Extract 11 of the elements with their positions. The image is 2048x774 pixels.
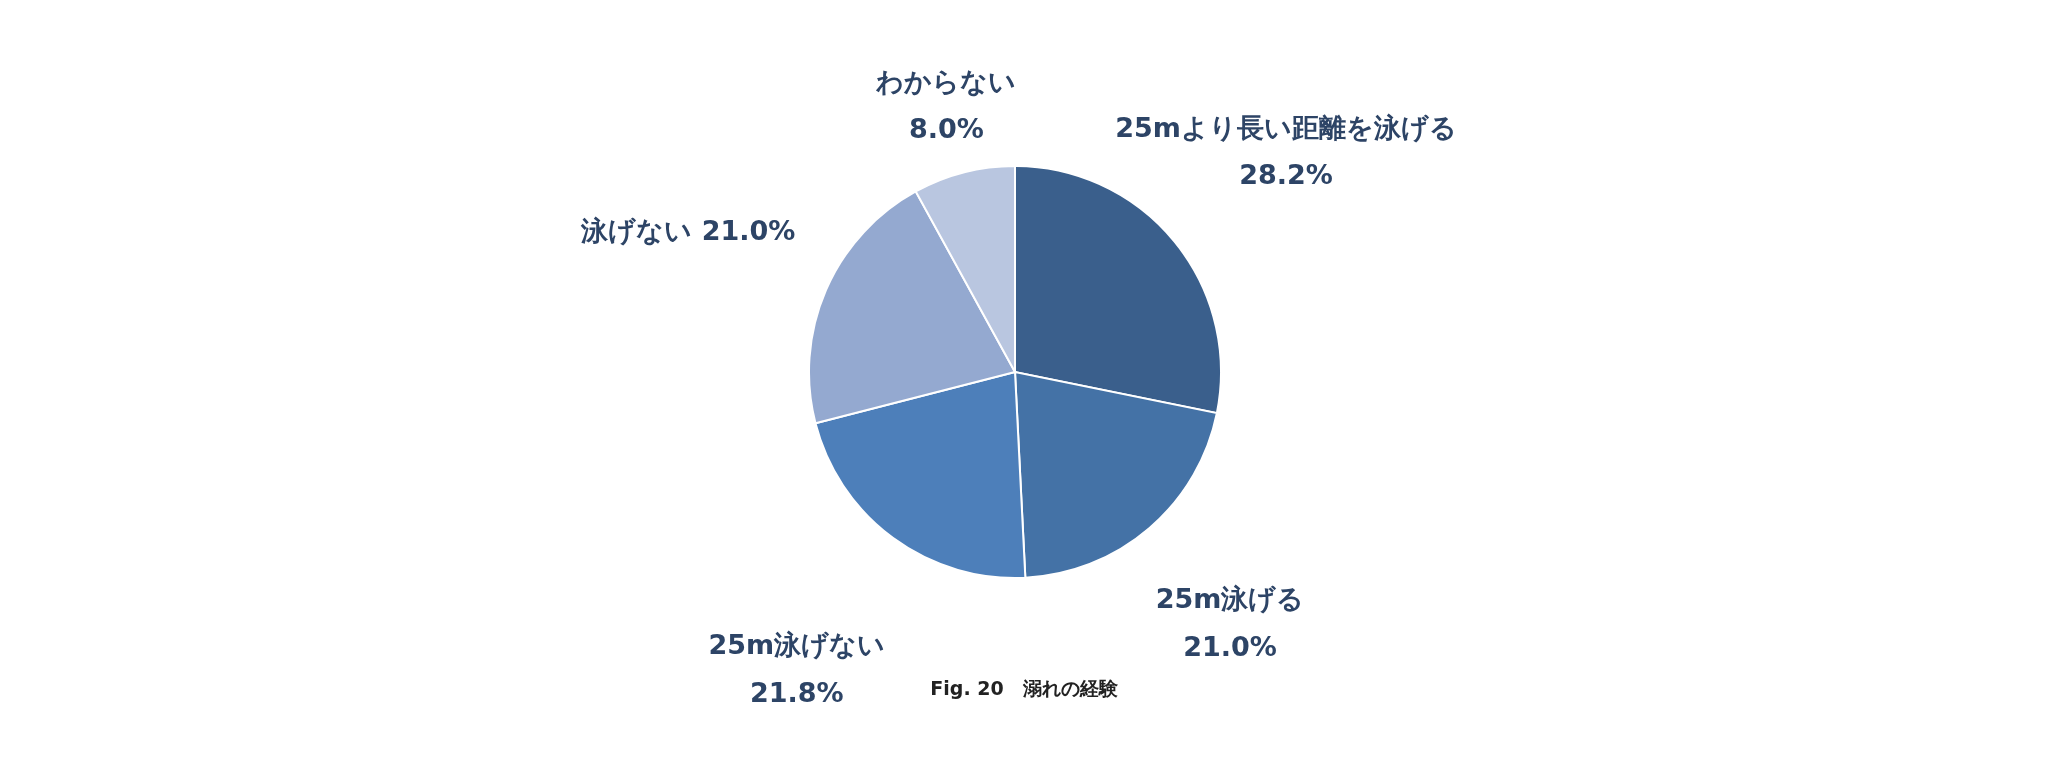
data-label: 21.0% — [1183, 630, 1277, 662]
slice-label: 25m泳げない — [708, 628, 886, 663]
data-label: 28.2% — [1239, 158, 1333, 190]
data-label: 21.8% — [749, 676, 844, 708]
slice-label: 泳げない — [581, 214, 693, 248]
data-label: 21.0% — [701, 214, 796, 246]
slice-label: 25m泳げる — [1155, 582, 1305, 616]
slice-label: 25mより長い距離を泳げる — [1115, 110, 1457, 145]
slice-label: わからない — [876, 64, 1017, 99]
text: Fig. 20 溺れの経験 — [930, 677, 1118, 699]
data-label: 8.0% — [908, 112, 984, 144]
